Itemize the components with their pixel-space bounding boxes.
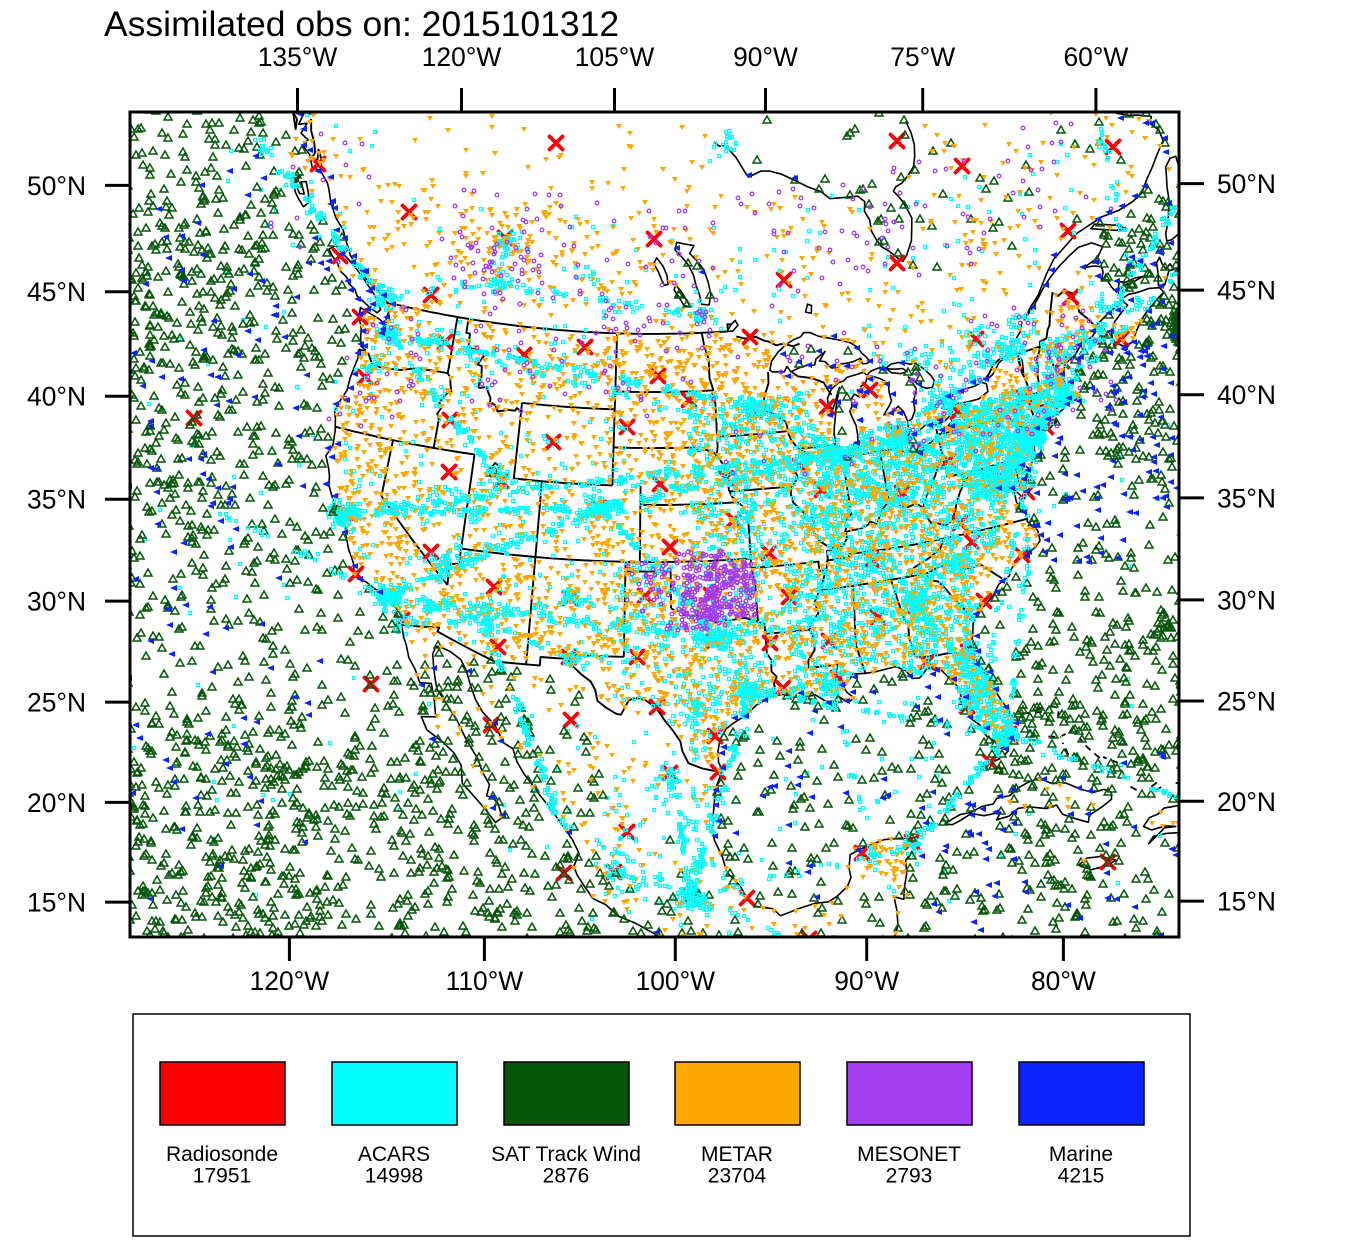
- svg-text:50°N: 50°N: [1217, 169, 1276, 199]
- svg-text:40°N: 40°N: [1217, 380, 1276, 410]
- svg-text:30°N: 30°N: [1217, 585, 1276, 615]
- svg-text:45°N: 45°N: [27, 277, 86, 307]
- svg-text:25°N: 25°N: [27, 688, 86, 718]
- svg-text:Assimilated obs on: 2015101312: Assimilated obs on: 2015101312: [104, 4, 619, 44]
- svg-text:4215: 4215: [1058, 1165, 1105, 1188]
- svg-text:120°W: 120°W: [422, 42, 502, 72]
- svg-text:14998: 14998: [365, 1165, 423, 1188]
- svg-text:110°W: 110°W: [446, 966, 524, 996]
- svg-text:2793: 2793: [886, 1165, 933, 1188]
- svg-text:15°N: 15°N: [1217, 887, 1276, 917]
- svg-text:90°W: 90°W: [834, 966, 899, 996]
- svg-text:25°N: 25°N: [1217, 687, 1276, 717]
- svg-text:23704: 23704: [708, 1165, 767, 1188]
- svg-text:SAT Track Wind: SAT Track Wind: [491, 1143, 641, 1166]
- svg-text:METAR: METAR: [701, 1143, 773, 1166]
- svg-text:17951: 17951: [193, 1165, 251, 1188]
- svg-text:35°N: 35°N: [27, 485, 86, 515]
- svg-text:120°W: 120°W: [250, 966, 330, 996]
- svg-text:15°N: 15°N: [27, 888, 86, 918]
- svg-text:50°N: 50°N: [27, 171, 86, 201]
- svg-text:105°W: 105°W: [575, 42, 655, 72]
- svg-text:Marine: Marine: [1049, 1143, 1113, 1166]
- svg-text:90°W: 90°W: [733, 42, 798, 72]
- svg-text:2876: 2876: [543, 1165, 590, 1188]
- svg-text:60°W: 60°W: [1063, 42, 1128, 72]
- svg-text:20°N: 20°N: [27, 788, 86, 818]
- svg-text:MESONET: MESONET: [857, 1143, 961, 1166]
- svg-text:135°W: 135°W: [258, 42, 338, 72]
- svg-text:20°N: 20°N: [1217, 787, 1276, 817]
- svg-text:Radiosonde: Radiosonde: [166, 1143, 278, 1166]
- svg-text:75°W: 75°W: [890, 42, 955, 72]
- svg-text:100°W: 100°W: [636, 966, 716, 996]
- svg-text:40°N: 40°N: [27, 382, 86, 412]
- svg-text:35°N: 35°N: [1217, 483, 1276, 513]
- svg-text:30°N: 30°N: [27, 587, 86, 617]
- svg-text:80°W: 80°W: [1031, 966, 1096, 996]
- svg-text:45°N: 45°N: [1217, 276, 1276, 306]
- svg-text:ACARS: ACARS: [358, 1143, 430, 1166]
